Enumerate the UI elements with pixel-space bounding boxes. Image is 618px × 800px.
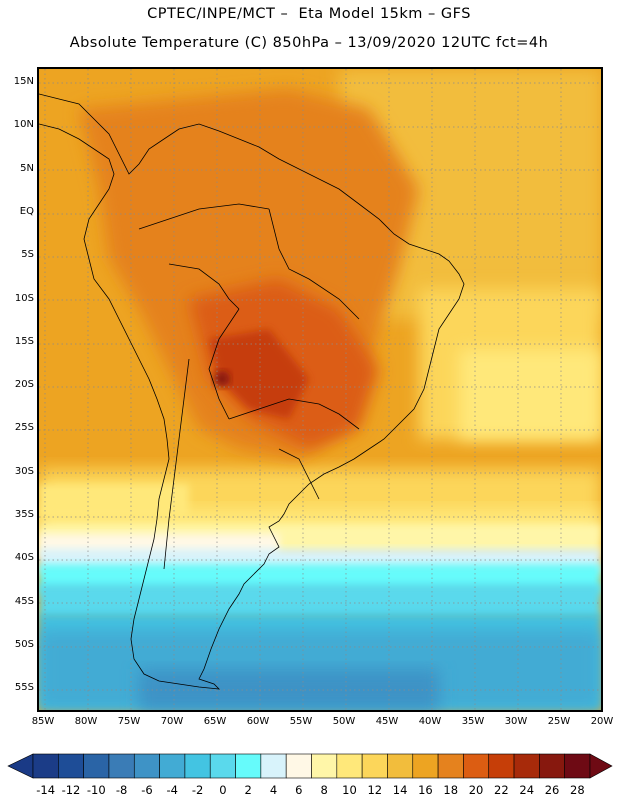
latitude-label: 10S [14, 292, 34, 304]
colorbar-swatch [83, 753, 110, 779]
longitude-label: 35W [461, 716, 485, 727]
temperature-field [39, 69, 601, 710]
longitude-label: 25W [547, 716, 571, 727]
longitude-label: 60W [246, 716, 270, 727]
colorbar-swatch [32, 753, 59, 779]
longitude-label: 20W [590, 716, 614, 727]
latitude-label: 20S [14, 379, 34, 391]
latitude-label: 45S [14, 595, 34, 607]
latitude-label: 30S [14, 465, 34, 477]
colorbar-swatch [260, 753, 287, 779]
colorbar [7, 753, 613, 779]
colorbar-swatch [361, 753, 388, 779]
colorbar-swatch [513, 753, 540, 779]
latitude-label: 5N [20, 162, 34, 174]
map-title-line-1: CPTEC/INPE/MCT – Eta Model 15km – GFS [147, 6, 471, 22]
colorbar-swatch [285, 753, 312, 779]
longitude-label: 50W [332, 716, 356, 727]
colorbar-label: 26 [544, 783, 560, 797]
longitude-label: 75W [117, 716, 141, 727]
colorbar-swatch [564, 753, 591, 779]
colorbar-label: 22 [494, 783, 509, 797]
latitude-label: 35S [14, 509, 34, 520]
colorbar-label: 8 [320, 783, 328, 797]
grid-lines [39, 69, 601, 710]
coastlines-and-borders [39, 93, 465, 690]
longitude-label: 80W [74, 716, 98, 727]
colorbar-label: 14 [392, 783, 408, 797]
latitude-label: 25S [14, 422, 34, 434]
colorbar-label: 24 [519, 783, 535, 797]
longitude-label: 30W [504, 716, 528, 727]
colorbar-label: 12 [367, 783, 383, 797]
colorbar-label: -8 [115, 783, 128, 797]
colorbar-label: 0 [219, 783, 227, 797]
colorbar-swatch [159, 753, 186, 779]
colorbar-swatch [437, 753, 464, 779]
colorbar-swatch [336, 753, 363, 779]
latitude-label: 15N [13, 76, 34, 87]
colorbar-swatch [539, 753, 565, 779]
colorbar-under-triangle [7, 753, 34, 779]
temperature-map [37, 67, 603, 712]
longitude-label: 45W [375, 716, 399, 727]
latitude-label: EQ [19, 205, 34, 217]
map-title-line-2: Absolute Temperature (C) 850hPa – 13/09/… [69, 35, 549, 51]
colorbar-label: -4 [166, 783, 178, 797]
colorbar-label: -2 [191, 783, 204, 797]
latitude-label: 15S [14, 335, 34, 347]
colorbar-swatch [133, 753, 160, 779]
colorbar-label: -10 [86, 783, 106, 797]
colorbar-swatch [488, 753, 515, 779]
colorbar-label: 6 [295, 783, 303, 797]
longitude-label: 65W [203, 716, 227, 727]
colorbar-swatch [108, 753, 135, 779]
longitude-label: 70W [160, 716, 184, 727]
longitude-label: 55W [289, 716, 313, 727]
colorbar-swatch [387, 753, 414, 779]
latitude-label: 50S [14, 638, 34, 650]
colorbar-label: 28 [570, 783, 585, 797]
colorbar-swatch [58, 753, 84, 779]
colorbar-label: 10 [342, 783, 357, 797]
latitude-label: 10N [13, 119, 34, 131]
colorbar-swatch [412, 753, 439, 779]
colorbar-swatch [463, 753, 490, 779]
latitude-label: 40S [14, 552, 34, 564]
latitude-label: 55S [14, 682, 34, 694]
latitude-label: 5S [21, 249, 34, 261]
colorbar-label: 2 [244, 783, 252, 797]
colorbar-label: 18 [443, 783, 459, 797]
colorbar-label: 20 [468, 783, 484, 797]
colorbar-label: 16 [418, 783, 433, 797]
longitude-label: 85W [31, 716, 55, 727]
colorbar-over-triangle [589, 753, 613, 779]
colorbar-label: -14 [36, 783, 56, 797]
colorbar-label: 4 [269, 783, 278, 797]
colorbar-swatch [184, 753, 211, 779]
colorbar-swatch [235, 753, 262, 779]
colorbar-label: -6 [141, 783, 153, 797]
colorbar-swatch [209, 753, 236, 779]
colorbar-label: -12 [61, 783, 81, 797]
colorbar-swatch [311, 753, 338, 779]
longitude-label: 40W [418, 716, 442, 727]
